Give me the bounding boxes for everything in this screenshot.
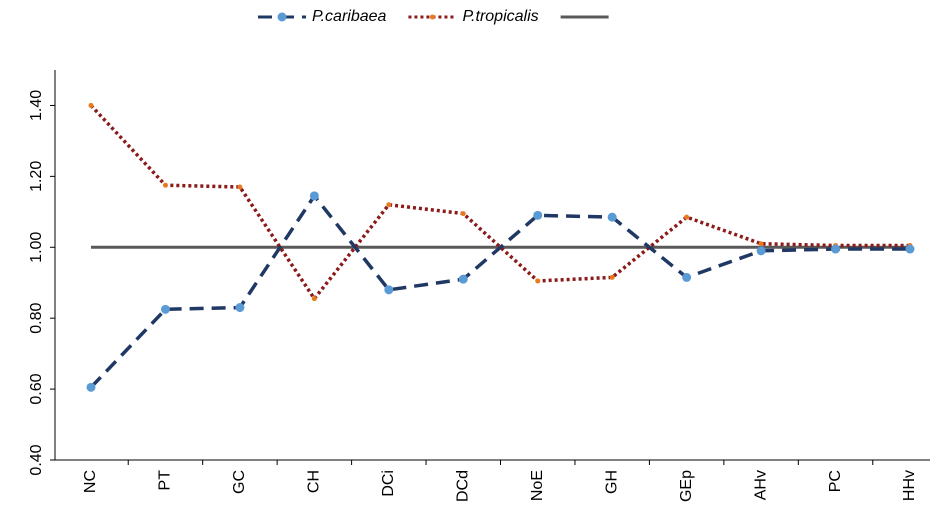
data-point (88, 102, 94, 108)
y-tick-label: 1.40 (28, 90, 45, 121)
x-tick-label: GEp (678, 470, 695, 502)
series-line (89, 104, 910, 302)
data-point (609, 274, 615, 280)
data-point (831, 244, 841, 254)
data-point (682, 272, 692, 282)
data-point (86, 382, 96, 392)
legend-label: P.caribaea (312, 8, 387, 25)
y-tick-label: 0.40 (28, 444, 45, 475)
data-point (237, 184, 243, 190)
data-point (684, 214, 690, 220)
x-tick-label: GH (603, 470, 620, 494)
y-tick-label: 0.60 (28, 373, 45, 404)
x-tick-label: HHv (901, 470, 918, 501)
data-point (533, 210, 543, 220)
data-point (758, 241, 764, 247)
x-tick-label: DCi (380, 470, 397, 497)
x-tick-label: AHv (752, 470, 769, 500)
data-point (311, 296, 317, 302)
data-point (905, 244, 915, 254)
x-tick-label: NC (82, 470, 99, 493)
x-tick-label: DCd (454, 470, 471, 502)
x-tick-label: NoE (529, 470, 546, 501)
data-point (160, 304, 170, 314)
data-point (386, 202, 392, 208)
data-point (607, 212, 617, 222)
series-line (89, 192, 910, 389)
legend-label: P.tropicalis (462, 8, 538, 25)
data-point (460, 211, 466, 217)
data-point (384, 285, 394, 295)
y-tick-label: 1.20 (28, 161, 45, 192)
x-tick-label: PC (827, 470, 844, 492)
data-point (309, 191, 319, 201)
y-tick-label: 0.80 (28, 303, 45, 334)
data-point (756, 246, 766, 256)
legend-marker (429, 14, 435, 20)
x-tick-label: GC (231, 470, 248, 494)
x-tick-label: PT (157, 470, 174, 491)
data-point (458, 274, 468, 284)
legend-marker (277, 12, 287, 22)
data-point (162, 182, 168, 188)
y-tick-label: 1.00 (28, 232, 45, 263)
data-point (535, 278, 541, 284)
data-point (235, 303, 245, 313)
x-tick-label: CH (306, 470, 323, 493)
